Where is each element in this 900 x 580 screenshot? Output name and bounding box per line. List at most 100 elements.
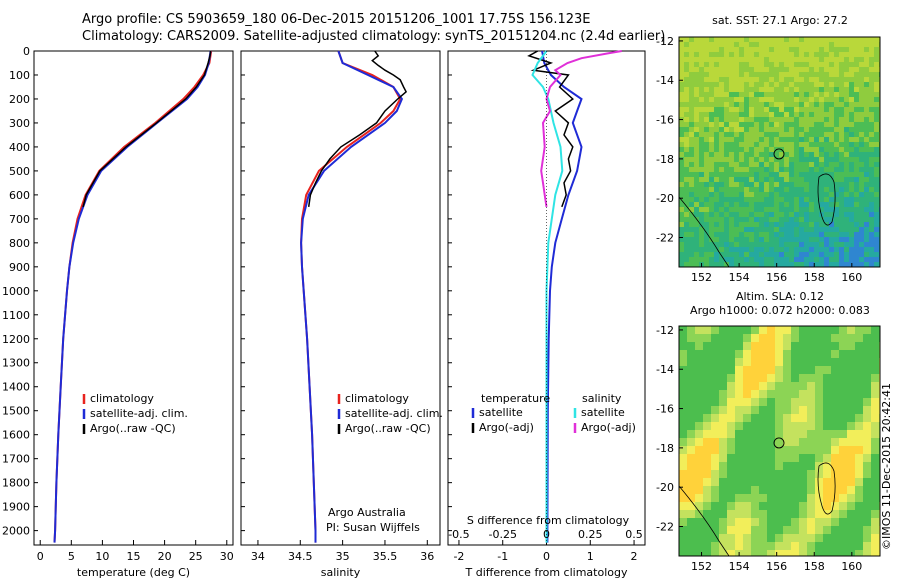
sla-field [679, 326, 881, 557]
y-tick-label: 400 [9, 141, 30, 154]
map-frame [678, 325, 881, 557]
series-line-temp_argo [527, 50, 575, 208]
header-line-1: Argo profile: CS 5903659_180 06-Dec-2015… [82, 12, 591, 27]
x-tick-label: 36 [420, 550, 434, 563]
map-x-tick-label: 152 [691, 271, 712, 284]
y-tick-label: 800 [9, 237, 30, 250]
series-line-sal_argo [540, 50, 622, 208]
reef-outline [817, 173, 836, 226]
y-tick-label: 1500 [2, 405, 30, 418]
map-y-tick-label: -12 [656, 35, 674, 48]
argo-group-annotation: Argo Australia [328, 506, 406, 519]
map-frame [678, 36, 881, 268]
series-line-satellite [300, 50, 404, 543]
legend-label-satellite: satellite-adj. clim. [90, 407, 188, 420]
y-tick-label: 1400 [2, 381, 30, 394]
y-tick-label: 1100 [2, 309, 30, 322]
legend-title-salinity: salinity [582, 392, 622, 405]
map-x-tick-label: 156 [766, 560, 787, 573]
s-tick-label: 0.25 [578, 528, 603, 541]
y-tick-label: 500 [9, 165, 30, 178]
x-tick-label: 30 [220, 550, 234, 563]
x-tick-label: 5 [68, 550, 75, 563]
argo-position-marker [773, 437, 785, 449]
sst-field [679, 37, 881, 268]
x-tick-label: 20 [158, 550, 172, 563]
y-tick-label: 300 [9, 117, 30, 130]
series-line-climatology [300, 50, 402, 543]
y-tick-label: 0 [23, 45, 30, 58]
legend-label-sal_satellite: satellite [581, 406, 625, 419]
legend-title-temperature: temperature [481, 392, 550, 405]
y-tick-label: 1700 [2, 453, 30, 466]
x-tick-label: 34 [251, 550, 265, 563]
y-tick-label: 100 [9, 69, 30, 82]
legend-label-sal_argo: Argo(-adj) [581, 421, 636, 434]
argo-position-marker [773, 148, 785, 160]
map-x-tick-label: 160 [841, 560, 862, 573]
reef-outline [817, 462, 836, 515]
plot-frame [33, 50, 234, 546]
y-tick-label: 600 [9, 189, 30, 202]
coastline [678, 485, 730, 557]
sla-map-panel: 152 154 156 158 160 -12 -14 -16 -18 -20 -22 [656, 324, 881, 573]
map-y-tick-label: -16 [656, 403, 674, 416]
legend-label-temp_argo: Argo(-adj) [479, 421, 534, 434]
x-tick-label: 35 [336, 550, 350, 563]
map-x-tick-label: 154 [729, 271, 750, 284]
x-tick-label: 10 [95, 550, 109, 563]
map-x-tick-label: 160 [841, 271, 862, 284]
x-tick-label: 1 [587, 550, 594, 563]
map-y-tick-label: -18 [656, 442, 674, 455]
series-line-sal_satellite [531, 50, 564, 543]
series-line-argo [82, 50, 212, 208]
x-tick-label: -1 [497, 550, 508, 563]
y-tick-label: 1300 [2, 357, 30, 370]
x-tick-label: 15 [127, 550, 141, 563]
x-axis-label: salinity [321, 566, 361, 579]
x-tick-label: 0 [543, 550, 550, 563]
series-line-satellite [53, 50, 212, 543]
map-y-tick-label: -20 [656, 192, 674, 205]
legend-label-climatology: climatology [345, 392, 409, 405]
legend-label-argo: Argo(..raw -QC) [345, 422, 431, 435]
series-line-climatology [53, 50, 213, 543]
map-x-tick-label: 154 [729, 560, 750, 573]
x-tick-label: 34.5 [288, 550, 313, 563]
sla-map-height-label: Argo h1000: 0.072 h2000: 0.083 [690, 304, 870, 317]
y-tick-label: 700 [9, 213, 30, 226]
y-tick-label: 200 [9, 93, 30, 106]
legend-label-argo: Argo(..raw -QC) [90, 422, 176, 435]
map-x-tick-label: 152 [691, 560, 712, 573]
map-y-tick-label: -22 [656, 521, 674, 534]
series-line-temp_satellite [541, 50, 583, 543]
map-y-tick-label: -14 [656, 363, 674, 376]
map-x-tick-label: 158 [804, 560, 825, 573]
y-tick-label: 2000 [2, 525, 30, 538]
salinity-panel: 34 34.5 35 35.5 36 salinity climatology satelli… [240, 50, 443, 579]
legend-label-satellite: satellite-adj. clim. [345, 407, 443, 420]
difference-panel: -2 -1 0 1 2T difference from climatology -0.5… [447, 50, 646, 579]
x-axis-label: T difference from climatology [465, 566, 628, 579]
map-y-tick-label: -14 [656, 74, 674, 87]
x-tick-label: 0 [37, 550, 44, 563]
pi-annotation: PI: Susan Wijffels [326, 521, 420, 534]
s-tick-label: 0 [543, 528, 550, 541]
map-x-tick-label: 156 [766, 271, 787, 284]
map-y-tick-label: -20 [656, 481, 674, 494]
series-line-argo [307, 50, 408, 208]
x-tick-label: 2 [631, 550, 638, 563]
y-tick-label: 1600 [2, 429, 30, 442]
y-tick-label: 1800 [2, 477, 30, 490]
sst-map-panel: 152 154 156 158 160 -12 -14 -16 -18 -20 -22 [656, 35, 881, 284]
plot-frame [240, 50, 441, 546]
s-tick-label: -0.5 [448, 528, 469, 541]
y-tick-label: 1000 [2, 285, 30, 298]
x-tick-label: 25 [189, 550, 203, 563]
sla-map-label: Altim. SLA: 0.12 [735, 290, 825, 303]
map-y-tick-label: -16 [656, 114, 674, 127]
legend-label-temp_satellite: satellite [479, 406, 523, 419]
s-axis-label: S difference from climatology [467, 514, 630, 527]
sst-map-label: sat. SST: 27.1 Argo: 27.2 [712, 14, 848, 27]
